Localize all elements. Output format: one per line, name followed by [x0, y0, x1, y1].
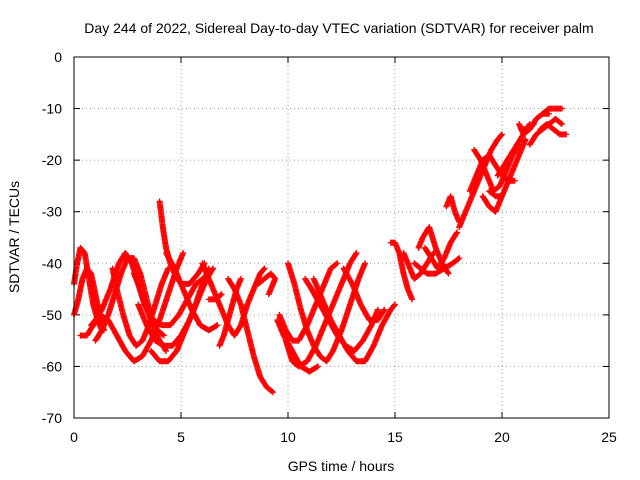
series-sat-arc-40	[486, 188, 505, 200]
x-tick-label: 0	[70, 429, 78, 445]
data-point	[214, 322, 221, 329]
series-sat-arc-30	[456, 131, 505, 231]
data-point	[333, 261, 340, 268]
data-point	[445, 270, 452, 277]
data-point	[334, 260, 341, 267]
series-sat-arc-16	[255, 270, 279, 298]
data-point	[391, 302, 398, 309]
data-point	[353, 249, 360, 256]
x-tick-label: 10	[280, 429, 296, 445]
data-point	[270, 389, 277, 396]
data-point	[218, 291, 225, 298]
data-point	[455, 255, 462, 262]
data-point	[558, 105, 565, 112]
x-tick-label: 20	[494, 429, 510, 445]
series-sat-arc-39	[518, 121, 538, 133]
y-tick-label: -40	[42, 255, 62, 271]
data-point	[392, 301, 398, 308]
data-point	[180, 249, 187, 256]
data-point	[159, 331, 166, 338]
data-point	[557, 120, 564, 127]
data-point	[160, 332, 167, 339]
data-point	[531, 121, 538, 128]
data-point	[265, 291, 272, 298]
series-sat-arc-14	[225, 275, 277, 396]
series-sat-arc-33	[479, 136, 529, 215]
x-tick-label: 25	[601, 429, 617, 445]
series-sat-arc-11	[163, 249, 221, 334]
data-point	[499, 131, 505, 138]
series-sat-arc-28	[421, 229, 461, 272]
data-point	[454, 229, 461, 236]
data-point	[163, 347, 170, 354]
data-point	[499, 193, 505, 200]
data-point	[268, 388, 275, 395]
data-point	[261, 265, 268, 272]
data-point	[237, 275, 244, 282]
data-point	[444, 269, 451, 276]
y-tick-label: -10	[42, 101, 62, 117]
data-point	[563, 131, 570, 138]
data-point	[198, 276, 205, 283]
chart-title: Day 244 of 2022, Sidereal Day-to-day VTE…	[84, 20, 593, 36]
series-sat-arc-38	[539, 105, 565, 117]
data-point	[530, 121, 537, 128]
series-sat-arc-24	[387, 239, 416, 303]
data-point	[352, 251, 359, 258]
series-sat-arc-23	[274, 317, 321, 375]
y-tick-label: -20	[42, 152, 62, 168]
data-point	[453, 230, 460, 237]
series-sat-arc-29	[443, 193, 463, 226]
plot-frame	[73, 56, 610, 419]
data-point	[362, 260, 369, 267]
x-tick-label: 15	[387, 429, 403, 445]
data-point	[374, 306, 381, 313]
grid	[73, 56, 610, 419]
x-axis-label: GPS time / hours	[288, 458, 395, 474]
data-point	[199, 275, 206, 282]
series-sat-arc-21	[310, 275, 398, 365]
y-tick-label: -30	[42, 204, 62, 220]
data-point	[381, 306, 388, 313]
y-tick-label: -60	[42, 358, 62, 374]
data-point	[314, 363, 321, 370]
y-tick-label: -50	[42, 307, 62, 323]
y-tick-label: -70	[42, 410, 62, 426]
data-point	[558, 121, 565, 128]
data-point	[456, 255, 463, 262]
data-points	[71, 105, 570, 396]
data-point	[511, 177, 518, 184]
data-point	[380, 307, 387, 314]
series-sat-arc-5	[88, 249, 187, 365]
y-tick-label: 0	[54, 49, 62, 65]
data-point	[409, 296, 416, 303]
x-tick-label: 5	[177, 429, 185, 445]
data-point	[498, 132, 505, 139]
data-point	[260, 266, 267, 273]
series-sat-arc-37	[537, 121, 570, 138]
tick-labels: 0 5 10 15 20 25 0 -10 -20 -30 -40 -50 -60 -70	[42, 49, 617, 445]
series-sat-arc-27	[415, 224, 452, 277]
series-sat-arc-15	[216, 275, 244, 349]
series-sat-arc-22	[340, 265, 388, 324]
data-point	[546, 110, 553, 117]
y-axis-label: SDTVAR / TECUs	[6, 181, 22, 293]
